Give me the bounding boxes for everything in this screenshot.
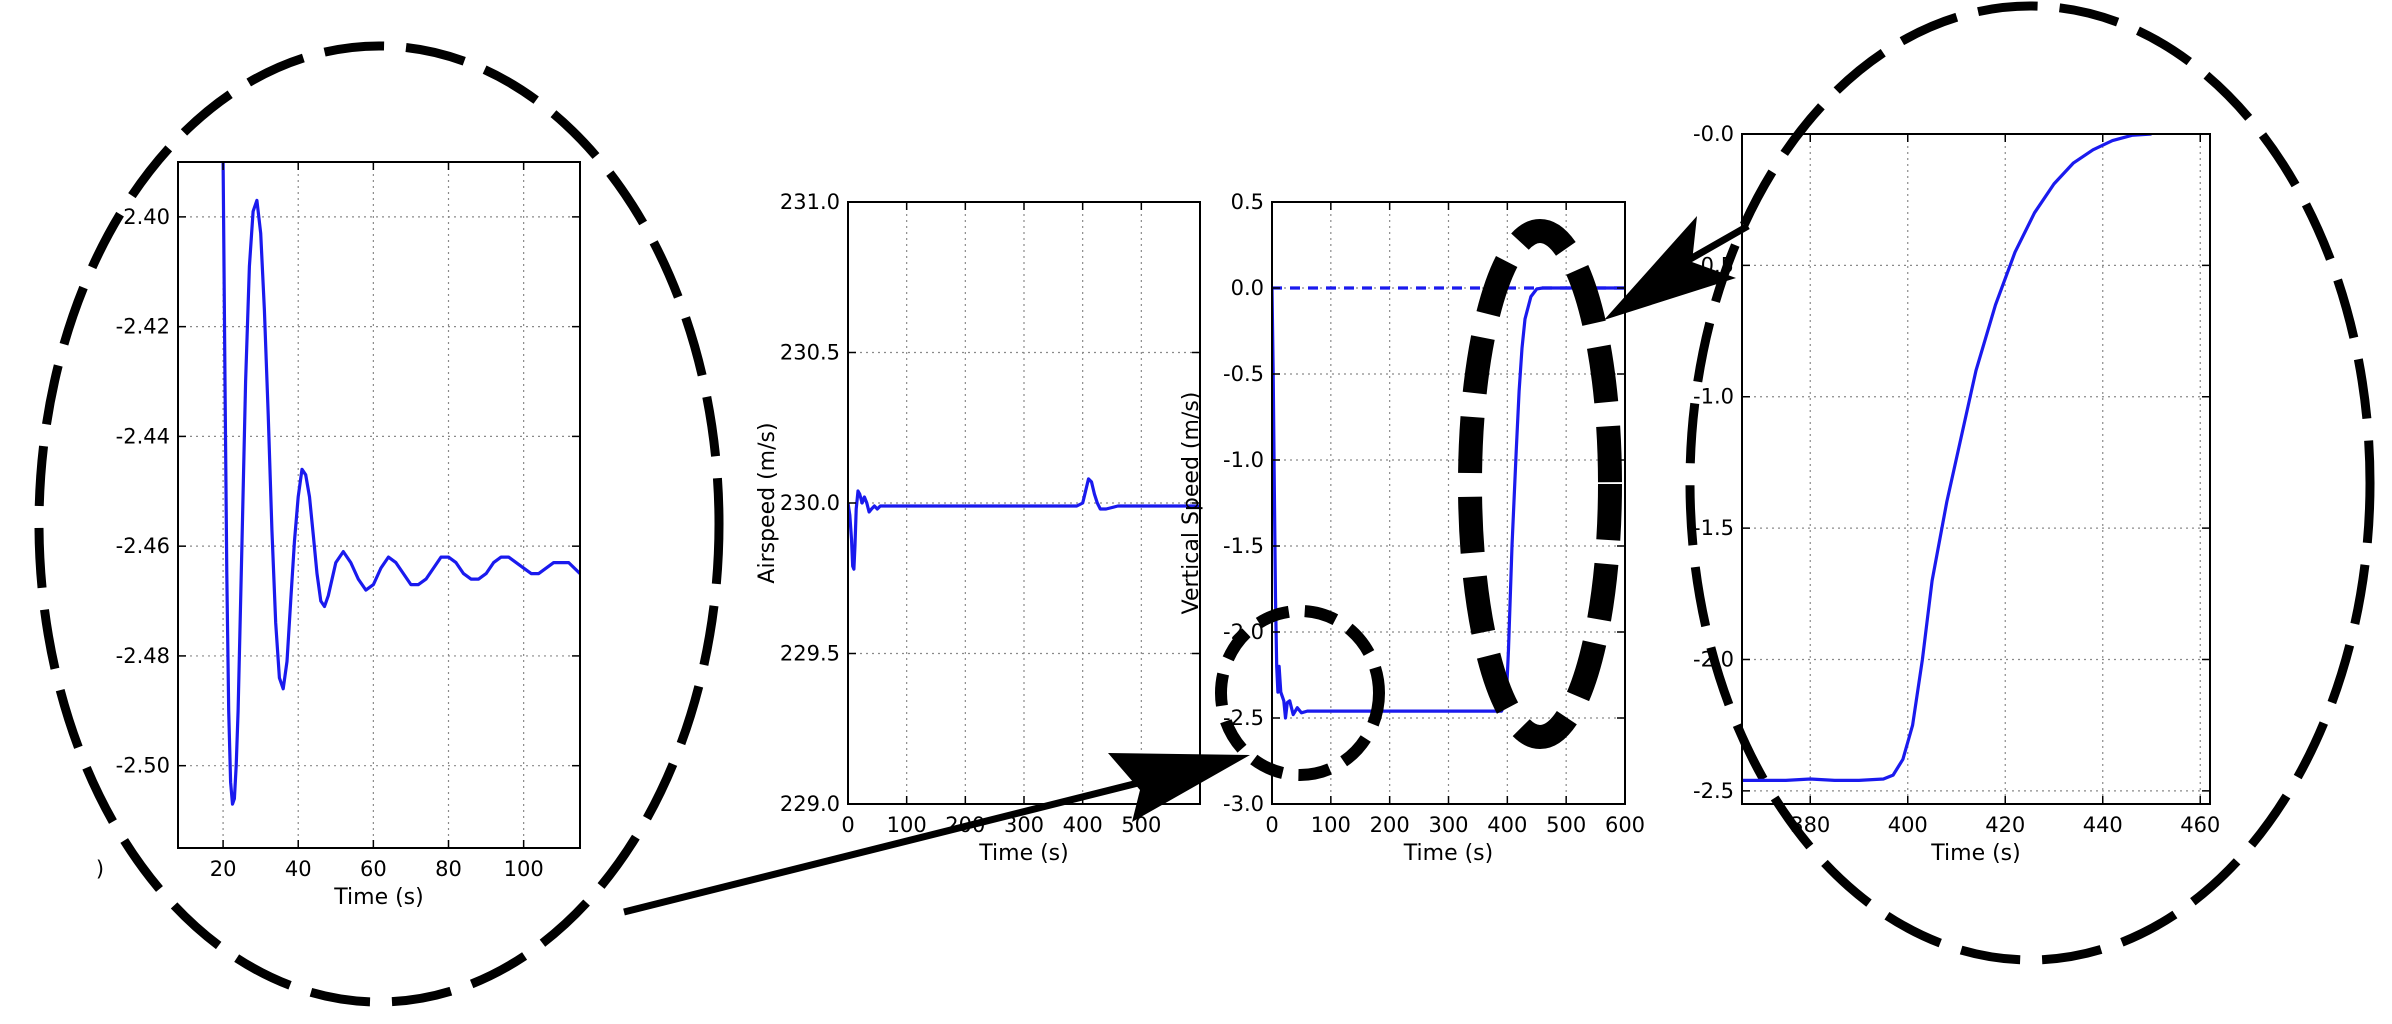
x-tick-label: 400	[1888, 813, 1928, 837]
x-tick-label: 420	[1985, 813, 2025, 837]
y-tick-label: -2.48	[116, 644, 170, 668]
highlight-ellipse-transition	[1458, 219, 1622, 749]
x-axis-title: Time (s)	[1403, 841, 1493, 866]
arrow-to-left-zoom	[623, 753, 1250, 916]
y-tick-label: -3.0	[1223, 792, 1264, 816]
x-tick-label: 60	[360, 857, 387, 881]
zoom-right-chart: 380 400 420 440 460-0.5-1.0-1.5-2.0-2.5-0.0T…	[1693, 122, 2220, 866]
series-line-solid	[1742, 134, 2152, 783]
airspeed-chart: 0100200300400500229.0229.5230.0230.5231.…	[755, 190, 1201, 866]
x-tick-label: 500	[1121, 813, 1161, 837]
series-line-solid	[1272, 286, 1625, 720]
y-axis-title: Airspeed (m/s)	[755, 422, 780, 583]
y-tick-label: -2.50	[116, 754, 170, 778]
zoom-ellipse-left	[34, 41, 724, 1007]
y-tick-label: -1.5	[1223, 534, 1264, 558]
x-tick-label: 80	[435, 857, 462, 881]
y-tick-label: -2.46	[116, 534, 170, 558]
partial-tick-label: )	[96, 857, 104, 881]
zoom-left-chart: 20 40 60 80 100 -2.40 -2.42 -2.44 -2.46 -2.48 -2.5…	[96, 161, 581, 910]
y-tick-label: -0.5	[1223, 362, 1264, 386]
x-axis-title: Time (s)	[333, 885, 423, 910]
y-tick-label: -2.40	[116, 205, 170, 229]
x-tick-label: 0	[1265, 813, 1278, 837]
series-line-solid	[848, 477, 1200, 571]
x-tick-label: 300	[1428, 813, 1468, 837]
x-tick-label: 40	[285, 857, 312, 881]
arrow-to-right-zoom	[1604, 216, 1750, 320]
y-tick-label: -2.44	[116, 424, 170, 448]
x-tick-label: 400	[1487, 813, 1527, 837]
y-tick-label: 0.5	[1231, 190, 1264, 214]
y-tick-label: -1.0	[1223, 448, 1264, 472]
x-tick-label: 500	[1546, 813, 1586, 837]
series-line-solid	[221, 162, 580, 806]
y-axis-title: Vertical Speed (m/s)	[1179, 392, 1204, 615]
y-tick-label: 229.0	[780, 792, 840, 816]
x-tick-label: 600	[1605, 813, 1645, 837]
x-tick-label: 440	[2083, 813, 2123, 837]
y-tick-label: 231.0	[780, 190, 840, 214]
y-tick-label: -1.5	[1693, 516, 1734, 540]
y-tick-label: 230.5	[780, 341, 840, 365]
axes-frame	[177, 161, 581, 849]
x-tick-label: 100	[504, 857, 544, 881]
x-tick-label: 380	[1790, 813, 1830, 837]
y-tick-label: -1.0	[1693, 385, 1734, 409]
highlight-ellipse-settling	[1215, 605, 1385, 781]
x-tick-label: 20	[210, 857, 237, 881]
zoom-ellipse-right	[1685, 1, 2375, 965]
x-tick-label: 100	[1311, 813, 1351, 837]
y-tick-label: 229.5	[780, 642, 840, 666]
x-tick-label: 200	[1370, 813, 1410, 837]
y-tick-label: 230.0	[780, 491, 840, 515]
y-tick-label: -2.42	[116, 315, 170, 339]
x-axis-title: Time (s)	[1930, 841, 2020, 866]
x-tick-label: 460	[2180, 813, 2220, 837]
partial-tick-label: -0.0	[1693, 122, 1734, 146]
x-tick-label: 100	[887, 813, 927, 837]
x-axis-title: Time (s)	[978, 841, 1068, 866]
x-tick-label: 0	[841, 813, 854, 837]
x-tick-label: 400	[1063, 813, 1103, 837]
vertical-speed-chart: 0 100 200 300 400 500 6000.50.0-0.5-1.0-1.5-2.…	[1179, 190, 1645, 866]
y-tick-label: -2.0	[1693, 647, 1734, 671]
axes-frame	[1741, 133, 2211, 805]
y-tick-label: 0.0	[1231, 276, 1264, 300]
y-tick-label: -2.5	[1693, 779, 1734, 803]
